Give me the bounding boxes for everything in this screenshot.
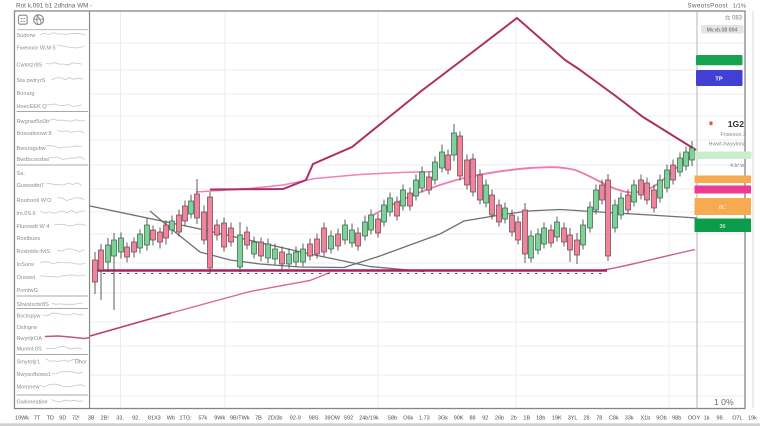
svg-text:Guwswtbt7: Guwswtbt7 (17, 183, 45, 189)
svg-text:33.: 33. (116, 416, 124, 422)
svg-text:92.: 92. (132, 416, 140, 422)
svg-text:Munlot.0S: Munlot.0S (17, 347, 42, 353)
svg-text:Oslngrw: Oslngrw (17, 325, 38, 331)
svg-text:72!: 72! (72, 416, 80, 422)
svg-text:1/1%: 1/1% (733, 4, 746, 10)
svg-text:Sbwslscbr8S: Sbwslscbr8S (17, 302, 50, 308)
svg-text:19Wk: 19Wk (15, 416, 29, 422)
svg-text:28: 28 (584, 416, 590, 422)
svg-text:S92: S92 (343, 416, 353, 422)
svg-text:57k: 57k (198, 416, 207, 422)
svg-text:Sta pwtryrS: Sta pwtryrS (17, 78, 46, 84)
svg-text:Bsctopyw: Bsctopyw (17, 314, 42, 320)
svg-text:Routrooti W'O: Routrooti W'O (17, 198, 53, 204)
svg-text:C8k: C8k (609, 416, 619, 422)
svg-text:TD: TD (47, 416, 54, 422)
svg-text:9Wk: 9Wk (214, 416, 225, 422)
svg-text:Gwloeeatine: Gwloeeatine (17, 400, 48, 406)
svg-text:2B!: 2B! (101, 416, 110, 422)
svg-text:1 0%: 1 0% (714, 397, 734, 407)
svg-text:Ghor: Ghor (75, 360, 88, 366)
svg-text:1TG:: 1TG: (180, 416, 193, 422)
svg-text:Bonarg: Bonarg (17, 91, 35, 97)
svg-text:Ouswvt: Ouswvt (17, 275, 36, 281)
svg-text:TP: TP (715, 76, 722, 82)
svg-text:39OW: 39OW (325, 416, 341, 422)
svg-text:Rwgnwt5o0b: Rwgnwt5o0b (17, 119, 49, 125)
svg-text:7T: 7T (34, 416, 41, 422)
svg-text:78: 78 (596, 416, 602, 422)
svg-text:1k: 1k (704, 416, 710, 422)
svg-text:9Ob: 9Ob (656, 416, 666, 422)
svg-text:Bwdbcsosbw: Bwdbcsosbw (17, 157, 51, 163)
svg-text:98b: 98b (672, 416, 681, 422)
svg-text:S8b: S8b (387, 416, 397, 422)
svg-text:Cwtotzr8S: Cwtotzr8S (17, 63, 43, 69)
svg-text:Rvstrddv-fvtS: Rvstrddv-fvtS (17, 249, 51, 255)
svg-text:Rwysofbows1: Rwysofbows1 (17, 372, 52, 378)
svg-text:IoSurw: IoSurw (17, 262, 35, 268)
svg-text:98.: 98. (716, 416, 724, 422)
svg-text:tm.0S.6: tm.0S.6 (17, 211, 36, 217)
svg-text:Sudorw: Sudorw (17, 33, 37, 39)
svg-text:3YL: 3YL (568, 416, 578, 422)
svg-text:36: 36 (720, 224, 726, 230)
svg-text:OOY: OOY (688, 416, 701, 422)
svg-text:33k: 33k (625, 416, 634, 422)
svg-text:98S: 98S (309, 416, 319, 422)
svg-text:O6k: O6k (403, 416, 413, 422)
svg-text:PomtwG: PomtwG (17, 288, 38, 294)
svg-text:Rot k,091 b1 2dhdna WM -: Rot k,091 b1 2dhdna WM - (16, 3, 92, 10)
svg-text:Smytotjr1: Smytotjr1 (17, 360, 41, 366)
svg-text:1.73: 1.73 (419, 416, 430, 422)
svg-text:24b/19k: 24b/19k (359, 416, 379, 422)
svg-text:Bwszsgvbw: Bwszsgvbw (17, 146, 47, 152)
svg-text:Sa.: Sa. (17, 171, 26, 177)
svg-text:3Gk: 3Gk (438, 416, 448, 422)
svg-text:Fweooor W,M 5: Fweooor W,M 5 (17, 46, 56, 52)
svg-text:9B/TWk: 9B/TWk (230, 416, 250, 422)
svg-text:26b: 26b (495, 416, 504, 422)
svg-text:X1b: X1b (641, 416, 651, 422)
svg-text:81X3: 81X3 (148, 416, 161, 422)
svg-text:Hwwt-hwyylona: Hwwt-hwyylona (709, 142, 746, 148)
svg-text:9D: 9D (59, 416, 66, 422)
svg-text:Fnseooo 3: Fnseooo 3 (721, 132, 746, 138)
svg-text:Mornnew: Mornnew (17, 385, 41, 391)
svg-text:88: 88 (470, 416, 476, 422)
svg-text:⚖ 083: ⚖ 083 (725, 15, 743, 22)
svg-text:2D/3b: 2D/3b (268, 416, 283, 422)
svg-text:92: 92 (482, 416, 488, 422)
svg-text:SweotsPoost: SweotsPoost (687, 3, 728, 10)
svg-text:Wb: Wb (167, 416, 175, 422)
svg-text:2b: 2b (511, 416, 517, 422)
svg-text:90K: 90K (454, 416, 464, 422)
svg-text:O7L: O7L (732, 416, 742, 422)
svg-text:92-9: 92-9 (290, 416, 301, 422)
svg-text:19k: 19k (748, 416, 757, 422)
svg-text:18b: 18b (536, 416, 545, 422)
svg-text:1G2: 1G2 (728, 119, 744, 129)
svg-text:19K: 19K (552, 416, 562, 422)
svg-text:8C: 8C (719, 205, 726, 211)
svg-text:RwyrtjrOA: RwyrtjrOA (17, 336, 43, 342)
svg-text:1B: 1B (523, 416, 530, 422)
svg-text:Mv.vb.08 694: Mv.vb.08 694 (707, 27, 738, 33)
svg-text:7B: 7B (255, 416, 262, 422)
svg-text:Fluorwdt W 4: Fluorwdt W 4 (17, 224, 50, 230)
svg-text:3B: 3B (88, 416, 95, 422)
svg-text:HoecEEK Q: HoecEEK Q (17, 104, 48, 110)
svg-text:Bosoatioowt 8: Bosoatioowt 8 (17, 131, 52, 137)
svg-text:4.b/ w: 4.b/ w (730, 163, 744, 169)
svg-text:Rostbues: Rostbues (17, 236, 41, 242)
